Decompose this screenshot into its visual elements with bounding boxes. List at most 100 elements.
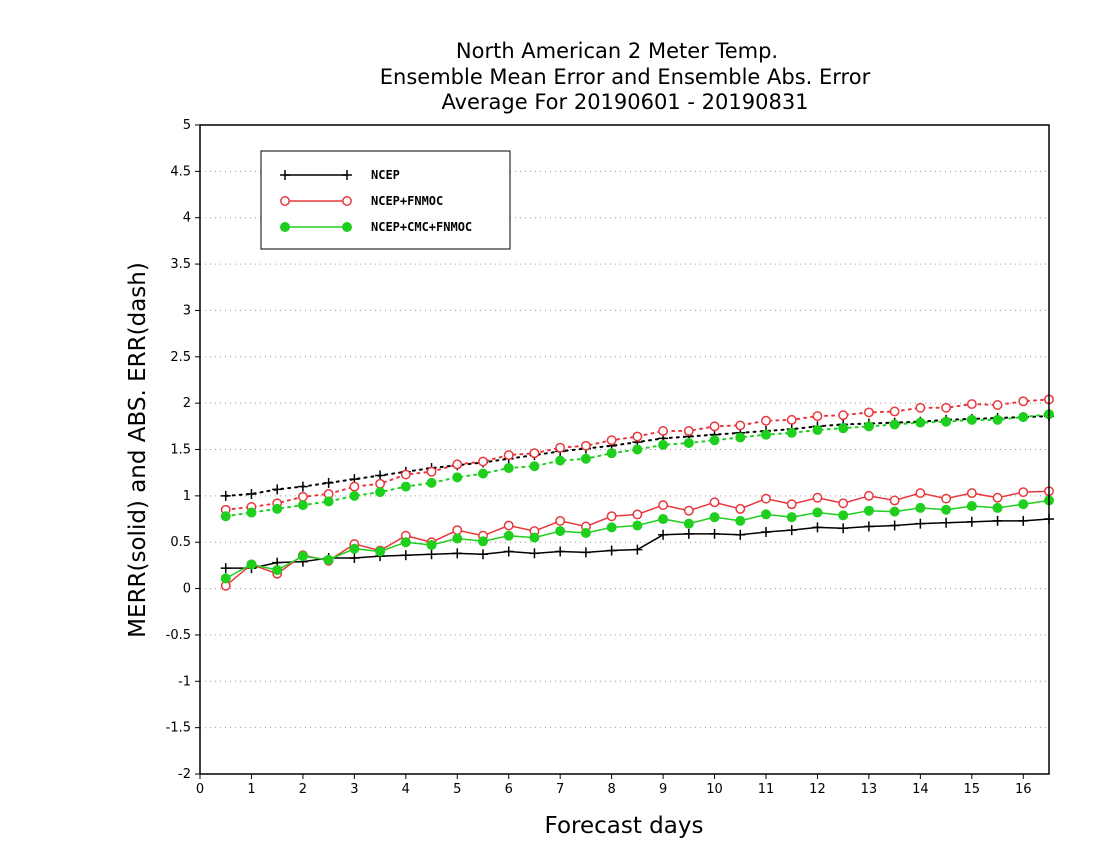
mean-error-point <box>349 543 360 554</box>
abs-error-point <box>452 459 463 470</box>
mean-error-point <box>606 511 617 522</box>
mean-error-point <box>735 503 746 514</box>
y-tick-label: 2 <box>183 396 191 411</box>
abs-error-point <box>426 477 437 488</box>
abs-error-point <box>349 481 360 492</box>
mean-error-point <box>709 497 720 508</box>
mean-error-point <box>941 493 952 504</box>
abs-error-point <box>529 448 540 459</box>
mean-error-point <box>555 526 566 537</box>
abs-error-line-ncep-fnmoc <box>224 398 1050 511</box>
abs-error-point <box>992 400 1003 410</box>
mean-error-point <box>632 520 643 531</box>
mean-error-point <box>992 492 1003 503</box>
x-tick-label: 8 <box>607 782 615 797</box>
legend-marker-left <box>280 222 290 232</box>
mean-error-point <box>555 515 566 526</box>
abs-error-point <box>606 435 617 446</box>
abs-error-point <box>786 427 797 438</box>
mean-error-point <box>915 488 926 499</box>
abs-error-point <box>246 507 257 518</box>
y-tick-label: -0.5 <box>166 628 191 643</box>
mean-error-line-ncep-fnmoc <box>225 490 1050 587</box>
mean-error-point <box>683 505 694 516</box>
abs-error-point <box>812 425 823 436</box>
x-tick-label: 15 <box>964 782 981 797</box>
mean-error-point <box>966 488 977 499</box>
abs-error-point <box>580 440 591 451</box>
abs-error-point <box>375 487 386 498</box>
abs-error-point <box>1018 412 1029 423</box>
abs-error-point <box>735 432 746 443</box>
mean-error-point <box>503 520 514 531</box>
x-tick-label: 2 <box>299 782 307 797</box>
legend: NCEP NCEP+FNMOC NCEP+CMC+FNMOC <box>260 150 511 250</box>
abs-error-point <box>375 478 386 489</box>
x-tick-label: 0 <box>196 782 204 797</box>
mean-error-point <box>889 495 900 506</box>
mean-error-point <box>735 515 746 526</box>
mean-error-point <box>426 539 437 550</box>
legend-label-ncep-cmc-fnmoc: NCEP+CMC+FNMOC <box>371 220 472 234</box>
mean-error-point <box>580 527 591 538</box>
legend-label-ncep: NCEP <box>371 168 400 182</box>
mean-error-point <box>297 551 308 562</box>
abs-error-point <box>941 402 952 413</box>
mean-error-point <box>220 573 231 584</box>
legend-marker-right <box>342 222 352 232</box>
mean-error-point <box>272 565 283 576</box>
abs-error-point <box>838 423 849 434</box>
mean-error-point <box>323 554 334 565</box>
axis-ticks: -2-1.5-1-0.500.511.522.533.544.550 1 2 3 4 5 6… <box>166 118 1032 797</box>
abs-error-point <box>838 410 849 421</box>
x-tick-label: 5 <box>453 782 461 797</box>
abs-error-point <box>503 450 514 461</box>
mean-error-point <box>658 500 669 511</box>
chart-title-line-2: Ensemble Mean Error and Ensemble Abs. Er… <box>380 65 871 89</box>
x-axis-title: Forecast days <box>545 813 704 839</box>
abs-error-point <box>478 456 488 467</box>
x-tick-label: 6 <box>505 782 513 797</box>
mean-error-point <box>761 493 771 504</box>
abs-error-point <box>889 419 900 430</box>
mean-error-point <box>1018 499 1029 510</box>
abs-error-point <box>658 439 669 450</box>
mean-error-point <box>812 507 823 518</box>
x-tick-label: 14 <box>912 782 929 797</box>
mean-error-point <box>863 505 874 516</box>
abs-error-point <box>323 496 334 507</box>
abs-error-point <box>555 455 566 466</box>
legend-label-ncep-fnmoc: NCEP+FNMOC <box>371 194 443 208</box>
x-tick-label: 1 <box>247 782 255 797</box>
abs-error-point <box>863 407 874 418</box>
y-tick-label: -1 <box>178 674 191 689</box>
abs-error-point <box>709 435 720 446</box>
mean-error-point <box>632 509 643 520</box>
abs-error-point <box>966 414 977 425</box>
x-tick-label: 12 <box>809 782 826 797</box>
abs-error-point <box>297 500 308 511</box>
legend-box <box>260 150 511 250</box>
y-tick-label: -1.5 <box>166 721 191 736</box>
abs-error-point <box>297 491 308 502</box>
mean-error-point <box>709 512 720 523</box>
mean-error-point <box>478 536 488 547</box>
abs-error-point <box>786 414 797 425</box>
y-tick-label: 1 <box>183 489 191 504</box>
data-series <box>220 394 1054 591</box>
abs-error-point <box>889 406 900 417</box>
abs-error-point <box>632 444 643 455</box>
abs-error-point <box>503 463 514 474</box>
abs-error-point <box>915 417 926 428</box>
abs-error-point <box>735 420 746 431</box>
mean-error-point <box>786 512 797 523</box>
x-tick-label: 9 <box>659 782 667 797</box>
y-tick-label: 4.5 <box>170 164 191 179</box>
y-tick-label: 3 <box>183 303 191 318</box>
abs-error-point <box>606 448 617 459</box>
mean-error-point <box>786 499 797 510</box>
abs-error-point <box>761 429 771 440</box>
abs-error-point <box>400 469 411 480</box>
mean-error-point <box>863 490 874 501</box>
